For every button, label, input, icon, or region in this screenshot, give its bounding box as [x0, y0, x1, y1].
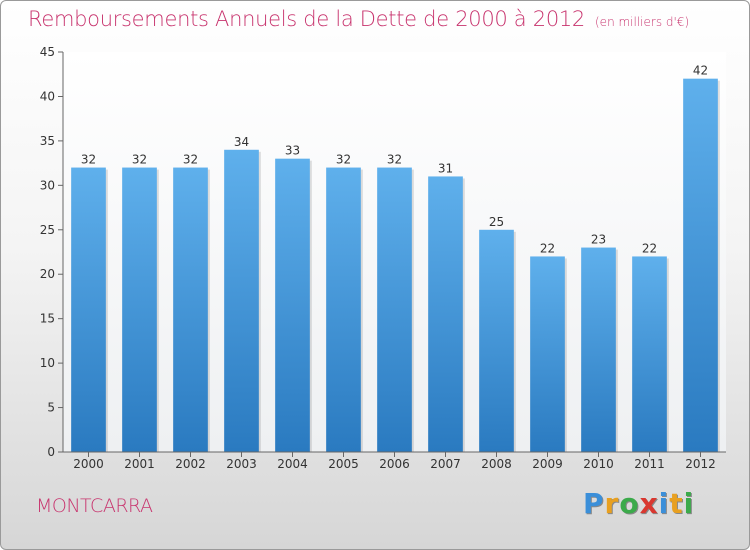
y-tick-label: 10	[40, 356, 55, 370]
x-tick-label: 2006	[379, 457, 410, 471]
x-tick-label: 2005	[328, 457, 359, 471]
bar	[632, 256, 667, 452]
logo-letter: t	[669, 487, 684, 520]
bar	[530, 256, 565, 452]
logo-letter: P	[583, 487, 605, 520]
x-tick-label: 2003	[226, 457, 257, 471]
y-tick-label: 40	[40, 89, 55, 103]
bar	[326, 167, 361, 453]
y-tick-label: 5	[47, 401, 55, 415]
bar	[479, 229, 514, 452]
x-tick-label: 2008	[481, 457, 512, 471]
chart-title-text: Remboursements Annuels de la Dette de 20…	[28, 7, 585, 31]
y-axis: 0 5 10 15 20 25 30 35 40 45	[40, 45, 64, 459]
bar-value-label: 33	[285, 144, 300, 158]
y-tick-label: 30	[40, 178, 55, 192]
x-tick-label: 2004	[277, 457, 308, 471]
x-tick-label: 2012	[685, 457, 716, 471]
bar-value-label: 22	[642, 241, 657, 255]
x-axis: 2000 2001 2002 2003 2004 2005 2006 2007 2008 2009…	[63, 451, 726, 471]
x-tick-label: 2010	[583, 457, 614, 471]
commune-name: MONTCARRA	[36, 495, 153, 517]
x-tick-label: 2001	[124, 457, 155, 471]
y-tick-label: 45	[40, 45, 55, 59]
chart-title: Remboursements Annuels de la Dette de 20…	[28, 7, 689, 31]
bar-value-label: 25	[489, 215, 504, 229]
bar-value-label: 34	[234, 135, 249, 149]
bar	[377, 167, 412, 453]
bar-value-label: 32	[183, 153, 198, 167]
logo-letter: i	[658, 487, 670, 520]
bar-value-label: 42	[693, 64, 708, 78]
bar	[224, 149, 259, 452]
bar-value-label: 32	[132, 153, 147, 167]
proxiti-logo[interactable]: Proxiti	[583, 487, 694, 520]
bar	[122, 167, 157, 453]
bar	[683, 78, 718, 453]
x-tick-label: 2007	[430, 457, 461, 471]
x-tick-label: 2011	[634, 457, 665, 471]
logo-letter: r	[604, 487, 620, 520]
bar-value-label: 32	[336, 153, 351, 167]
bar	[275, 158, 310, 452]
logo-letter: x	[639, 487, 659, 520]
bar	[173, 167, 208, 453]
chart-unit: (en milliers d'€)	[595, 15, 690, 29]
y-tick-label: 20	[40, 267, 55, 281]
x-tick-label: 2002	[175, 457, 206, 471]
y-tick-label: 15	[40, 312, 55, 326]
bar	[581, 247, 616, 452]
bar-value-label: 32	[387, 153, 402, 167]
bar-value-label: 22	[540, 241, 555, 255]
bars: 32 32 32 34 33 32 32 31 25 22 23 22 42	[71, 64, 720, 453]
x-tick-label: 2009	[532, 457, 563, 471]
x-tick-label: 2000	[73, 457, 104, 471]
y-tick-label: 0	[47, 445, 55, 459]
bar-value-label: 32	[81, 153, 96, 167]
y-tick-label: 25	[40, 223, 55, 237]
bar	[428, 176, 463, 452]
bar	[71, 167, 106, 453]
y-tick-label: 35	[40, 134, 55, 148]
bar-value-label: 31	[438, 161, 453, 175]
logo-letter: i	[683, 487, 695, 520]
logo-letter: o	[619, 487, 640, 520]
bar-value-label: 23	[591, 233, 606, 247]
